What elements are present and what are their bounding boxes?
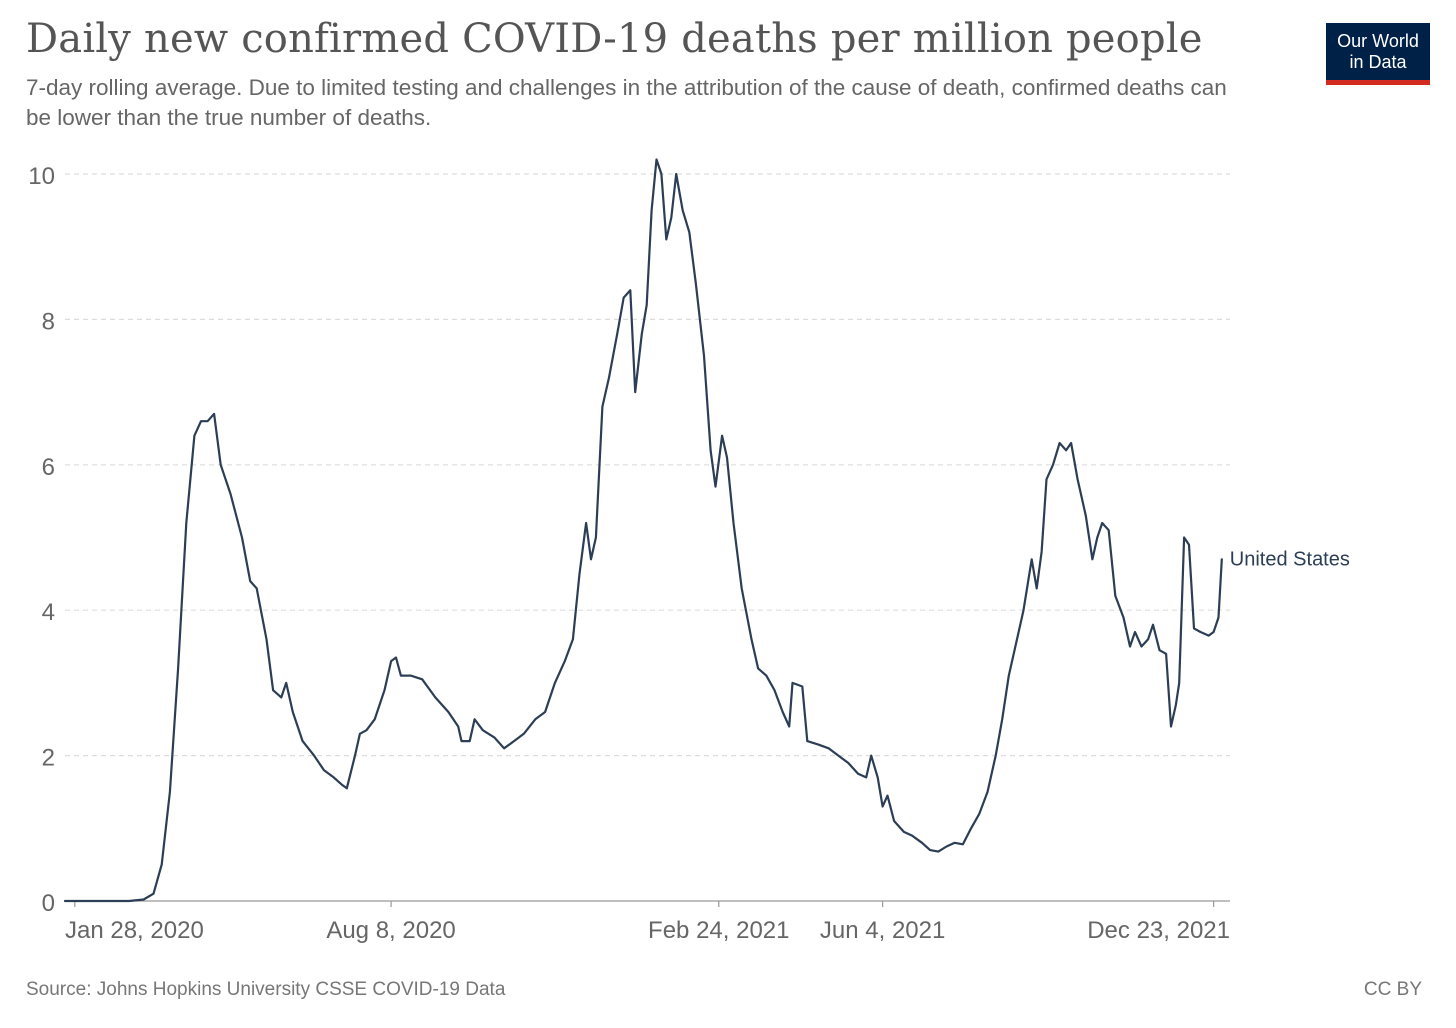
y-tick-label: 6: [42, 454, 55, 481]
y-tick-label: 4: [42, 599, 55, 626]
x-tick-label: Dec 23, 2021: [1087, 917, 1230, 944]
chart-subtitle: 7-day rolling average. Due to limited te…: [26, 75, 1227, 130]
license-label[interactable]: CC BY: [1363, 979, 1422, 1000]
y-tick-label: 2: [42, 745, 55, 772]
x-tick-label: Feb 24, 2021: [648, 917, 789, 944]
y-tick-label: 8: [42, 308, 55, 335]
x-tick-label: Jun 4, 2021: [820, 917, 945, 944]
owid-logo[interactable]: Our World in Data: [1326, 23, 1430, 85]
y-tick-label: 0: [42, 890, 55, 917]
chart-title: Daily new confirmed COVID-19 deaths per …: [26, 16, 1203, 62]
logo-line-1: Our World: [1337, 31, 1419, 51]
logo-line-2: in Data: [1349, 52, 1407, 72]
source-note: Source: Johns Hopkins University CSSE CO…: [26, 979, 506, 1000]
series-label: United States: [1230, 548, 1350, 570]
series-line: [63, 158, 1223, 903]
y-tick-label: 10: [28, 163, 55, 190]
x-tick-label: Jan 28, 2020: [65, 917, 204, 944]
x-tick-label: Aug 8, 2020: [326, 917, 455, 944]
